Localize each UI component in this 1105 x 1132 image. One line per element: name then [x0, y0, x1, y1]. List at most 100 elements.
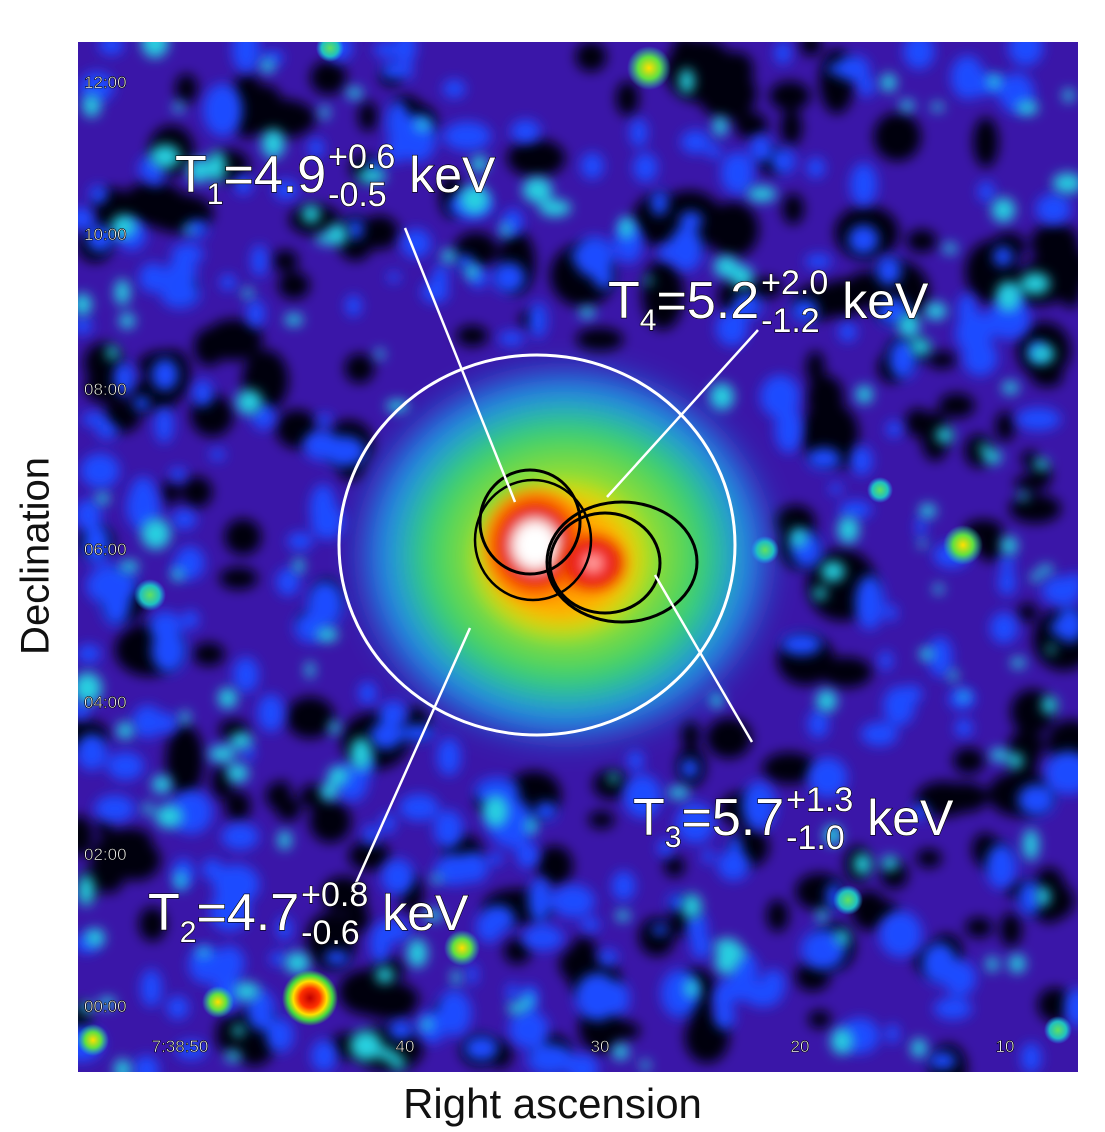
noise-blob: [885, 604, 898, 622]
noise-blob: [234, 174, 253, 195]
noise-blob: [915, 516, 926, 538]
noise-blob: [830, 1028, 854, 1055]
noise-blob: [466, 963, 478, 986]
noise-blob: [1038, 565, 1054, 575]
noise-blob: [667, 786, 690, 799]
noise-blob: [835, 930, 850, 946]
leader-line-t3: [653, 574, 754, 743]
noise-blob: [138, 262, 168, 293]
noise-blob: [612, 1044, 629, 1060]
noise-blob: [78, 499, 102, 530]
ra-tick-label: 30: [591, 1037, 610, 1056]
noise-blob: [464, 1035, 499, 1062]
noise-blob: [350, 737, 372, 772]
noise-blob: [196, 947, 211, 958]
annotation-lower-error: -0.6: [301, 914, 360, 952]
noise-blob: [130, 476, 157, 513]
noise-blob: [747, 277, 783, 299]
annotation-lower-error: -1.0: [786, 819, 845, 857]
noise-blob: [232, 1024, 245, 1037]
noise-blob: [899, 100, 915, 112]
noise-blob: [816, 689, 837, 713]
noise-blob: [174, 871, 187, 891]
noise-blob: [326, 223, 348, 246]
noise-blob: [246, 299, 265, 328]
noise-blob: [524, 818, 538, 834]
noise-blob: [322, 435, 366, 467]
noise-blob: [155, 712, 178, 734]
noise-blob: [456, 325, 489, 347]
noise-blob: [171, 243, 204, 265]
noise-blob: [766, 899, 789, 932]
noise-blob: [919, 647, 935, 661]
dec-tick-label: 10:00: [84, 225, 127, 244]
noise-blob: [551, 884, 595, 918]
noise-blob: [1017, 603, 1038, 622]
noise-blob: [979, 443, 989, 453]
point-source: [867, 477, 893, 503]
noise-blob: [154, 406, 174, 444]
point-source: [316, 42, 344, 62]
annotation-lower-error: -0.5: [328, 176, 387, 214]
noise-blob: [903, 42, 935, 70]
noise-blob: [928, 1051, 957, 1071]
noise-blob: [538, 199, 571, 217]
noise-blob: [806, 447, 841, 470]
noise-blob: [521, 925, 564, 951]
noise-blob: [140, 969, 162, 1007]
noise-blob: [315, 414, 333, 425]
noise-blob: [860, 721, 898, 747]
noise-blob: [305, 661, 315, 679]
noise-blob: [269, 951, 287, 966]
noise-blob: [880, 73, 897, 92]
noise-blob: [358, 101, 378, 132]
noise-blob: [883, 686, 915, 726]
noise-blob: [172, 509, 197, 530]
noise-blob: [574, 972, 621, 1021]
noise-blob: [508, 1009, 549, 1049]
noise-blob: [230, 732, 253, 750]
noise-blob: [141, 518, 171, 550]
annotation-upper-error: +0.6: [328, 138, 395, 176]
noise-blob: [769, 81, 811, 111]
ra-tick-label: 40: [396, 1037, 415, 1056]
noise-blob: [375, 348, 385, 360]
noise-blob: [999, 556, 1016, 571]
noise-blob: [1021, 450, 1039, 469]
noise-blob: [1002, 381, 1019, 395]
leader-line-t2: [350, 627, 472, 893]
noise-blob: [213, 945, 245, 982]
noise-blob: [730, 265, 754, 288]
annotation-unit: keV: [867, 790, 954, 846]
noise-blob: [175, 1040, 207, 1060]
noise-blob: [962, 339, 998, 376]
noise-blob: [78, 815, 94, 857]
noise-blob: [664, 855, 685, 877]
noise-blob: [95, 492, 110, 505]
noise-blob: [847, 224, 879, 255]
noise-blob: [503, 938, 531, 965]
noise-blob: [657, 839, 674, 857]
noise-blob: [310, 60, 347, 95]
noise-blob: [233, 982, 260, 1001]
noise-blob: [570, 248, 596, 263]
noise-blob: [482, 794, 509, 828]
noise-blob: [1041, 696, 1058, 715]
noise-blob: [575, 42, 607, 72]
noise-blob: [171, 568, 185, 581]
noise-blob: [423, 910, 444, 921]
annotation-main-text: T2=4.7: [148, 884, 299, 949]
noise-blob: [910, 338, 931, 356]
noise-blob: [829, 483, 843, 495]
noise-blob: [132, 705, 163, 739]
noise-blob: [1063, 88, 1075, 103]
annotation-t1: T1=4.9 +0.6-0.5 keV: [174, 137, 496, 214]
noise-blob: [165, 724, 204, 798]
noise-blob: [119, 313, 135, 329]
noise-blob: [918, 539, 927, 549]
noise-blob: [193, 328, 226, 367]
annotation-equals: =: [681, 789, 711, 847]
noise-blob: [774, 42, 792, 65]
noise-blob: [926, 351, 957, 369]
